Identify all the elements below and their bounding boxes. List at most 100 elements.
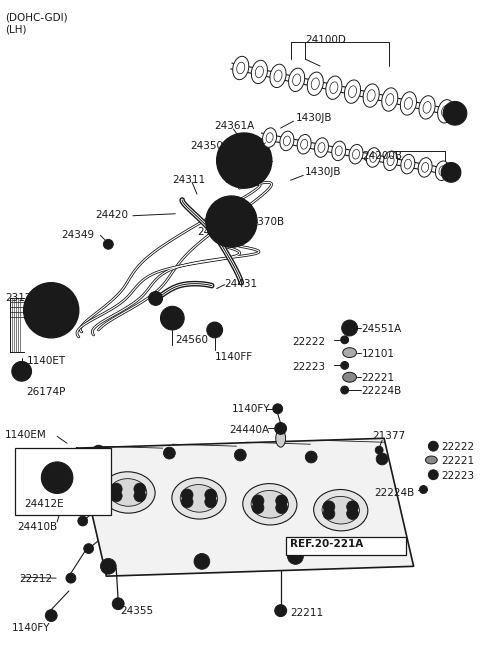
Circle shape bbox=[110, 483, 122, 495]
Ellipse shape bbox=[345, 80, 360, 103]
Circle shape bbox=[376, 453, 388, 465]
Polygon shape bbox=[77, 438, 414, 576]
Circle shape bbox=[234, 449, 246, 461]
Text: 1140FF: 1140FF bbox=[215, 352, 253, 362]
Circle shape bbox=[34, 293, 69, 328]
Ellipse shape bbox=[297, 134, 311, 154]
Ellipse shape bbox=[243, 483, 297, 525]
Circle shape bbox=[104, 563, 112, 571]
Ellipse shape bbox=[314, 138, 328, 157]
Ellipse shape bbox=[363, 84, 379, 107]
Text: 24355: 24355 bbox=[120, 606, 153, 616]
Circle shape bbox=[443, 102, 467, 125]
Text: 24551A: 24551A bbox=[361, 324, 402, 334]
Text: 24370B: 24370B bbox=[244, 217, 284, 227]
Circle shape bbox=[181, 496, 193, 508]
Text: 26174P: 26174P bbox=[26, 387, 66, 397]
Circle shape bbox=[255, 498, 261, 504]
Ellipse shape bbox=[180, 485, 217, 512]
Text: 22212: 22212 bbox=[20, 574, 53, 584]
Circle shape bbox=[43, 303, 59, 318]
Text: 22224B: 22224B bbox=[361, 386, 402, 396]
Text: 12101: 12101 bbox=[361, 348, 395, 359]
Text: 23120: 23120 bbox=[5, 293, 38, 303]
Ellipse shape bbox=[343, 372, 357, 382]
Ellipse shape bbox=[438, 100, 454, 123]
Text: 22222: 22222 bbox=[292, 337, 325, 347]
Circle shape bbox=[137, 486, 143, 492]
Circle shape bbox=[198, 557, 206, 565]
Text: 1430JB: 1430JB bbox=[296, 113, 332, 123]
Circle shape bbox=[66, 573, 76, 583]
Circle shape bbox=[441, 162, 461, 182]
Circle shape bbox=[288, 549, 303, 565]
Circle shape bbox=[347, 508, 359, 519]
Text: 24431: 24431 bbox=[225, 279, 258, 289]
Ellipse shape bbox=[384, 151, 397, 170]
Text: 22223: 22223 bbox=[292, 362, 325, 373]
Ellipse shape bbox=[101, 472, 155, 513]
Circle shape bbox=[225, 141, 264, 180]
Ellipse shape bbox=[400, 92, 417, 115]
Text: 22221: 22221 bbox=[361, 373, 395, 383]
Circle shape bbox=[207, 322, 223, 338]
Circle shape bbox=[216, 133, 272, 188]
Circle shape bbox=[205, 489, 216, 501]
Circle shape bbox=[149, 291, 163, 305]
Text: (LH): (LH) bbox=[5, 25, 26, 35]
Circle shape bbox=[137, 493, 143, 499]
Circle shape bbox=[449, 107, 461, 119]
Text: 24200B: 24200B bbox=[362, 151, 402, 160]
Text: 24560: 24560 bbox=[175, 335, 208, 345]
Circle shape bbox=[347, 501, 359, 513]
Text: 24410B: 24410B bbox=[18, 522, 58, 532]
Text: 1140EM: 1140EM bbox=[5, 430, 47, 440]
Circle shape bbox=[208, 499, 214, 505]
Text: 24361A: 24361A bbox=[215, 121, 255, 131]
Text: 1140FY: 1140FY bbox=[231, 404, 270, 414]
Circle shape bbox=[110, 490, 122, 502]
Ellipse shape bbox=[233, 56, 249, 80]
Circle shape bbox=[428, 470, 438, 479]
Circle shape bbox=[276, 502, 288, 514]
Text: 21377: 21377 bbox=[372, 432, 406, 441]
Circle shape bbox=[184, 492, 190, 498]
Circle shape bbox=[326, 511, 332, 517]
Ellipse shape bbox=[276, 430, 286, 447]
Circle shape bbox=[349, 511, 356, 517]
Ellipse shape bbox=[313, 489, 368, 531]
Ellipse shape bbox=[435, 161, 449, 181]
Ellipse shape bbox=[401, 155, 415, 174]
Circle shape bbox=[84, 544, 94, 553]
Circle shape bbox=[205, 496, 216, 508]
Circle shape bbox=[275, 605, 287, 616]
Ellipse shape bbox=[326, 76, 342, 100]
Circle shape bbox=[45, 610, 57, 622]
Ellipse shape bbox=[172, 477, 226, 519]
Circle shape bbox=[273, 404, 283, 414]
Circle shape bbox=[134, 490, 146, 502]
Circle shape bbox=[275, 422, 287, 434]
Circle shape bbox=[276, 495, 288, 507]
Ellipse shape bbox=[419, 96, 435, 119]
Circle shape bbox=[78, 516, 88, 526]
Circle shape bbox=[342, 320, 358, 336]
Ellipse shape bbox=[349, 144, 363, 164]
Circle shape bbox=[252, 502, 264, 514]
Circle shape bbox=[168, 313, 177, 323]
Circle shape bbox=[446, 168, 456, 178]
Circle shape bbox=[347, 325, 353, 331]
Circle shape bbox=[93, 445, 104, 457]
Circle shape bbox=[341, 336, 348, 344]
Text: 1140FY: 1140FY bbox=[12, 624, 50, 633]
Circle shape bbox=[113, 486, 119, 492]
Circle shape bbox=[428, 441, 438, 451]
Circle shape bbox=[252, 495, 264, 507]
Circle shape bbox=[41, 462, 73, 493]
Text: REF.20-221A: REF.20-221A bbox=[289, 539, 363, 549]
Circle shape bbox=[375, 446, 383, 454]
Text: 24100D: 24100D bbox=[305, 35, 346, 45]
Ellipse shape bbox=[307, 72, 324, 96]
Circle shape bbox=[103, 239, 113, 249]
Circle shape bbox=[164, 447, 175, 459]
